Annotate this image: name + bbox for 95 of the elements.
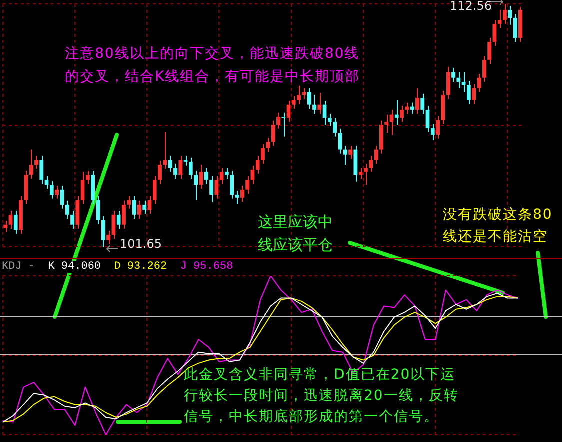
candlestick <box>184 155 188 166</box>
candlestick <box>452 67 456 83</box>
candlestick <box>152 176 157 204</box>
text: D 93.262 <box>114 261 180 273</box>
candlestick <box>80 171 85 204</box>
candlestick <box>55 186 59 200</box>
candlestick <box>261 144 265 164</box>
candlestick <box>86 170 90 185</box>
candlestick <box>282 112 286 138</box>
candlestick <box>286 100 291 123</box>
candlestick <box>456 72 461 89</box>
candlestick <box>210 176 214 203</box>
candlestick <box>178 155 183 180</box>
candlestick <box>163 132 168 170</box>
candlestick <box>142 200 147 214</box>
candlestick <box>214 176 219 200</box>
candlestick <box>204 168 208 185</box>
candlestick <box>416 88 420 115</box>
candlestick <box>348 146 352 160</box>
candlestick <box>400 106 404 123</box>
candlestick <box>14 210 18 235</box>
candlestick <box>333 117 338 138</box>
candlestick <box>34 155 38 170</box>
candlestick <box>467 80 471 105</box>
candlestick <box>235 190 240 204</box>
annotation: 此金叉含义非同寻常，D值已在20以下运行较长一段时间，迅速脱离20一线，反转信号，中长期底部形成的第一个信号。 <box>184 366 460 427</box>
candlestick <box>60 186 64 210</box>
candlestick <box>358 168 363 180</box>
candlestick <box>112 210 116 240</box>
candlestick <box>194 170 198 201</box>
candlestick <box>436 116 440 140</box>
candlestick <box>148 195 152 214</box>
candlestick <box>240 186 244 203</box>
candlestick <box>307 88 312 110</box>
chart-title: KDJ - <box>2 261 48 273</box>
candlestick <box>256 155 260 174</box>
candlestick <box>420 93 425 115</box>
candlestick <box>250 165 255 185</box>
candlestick <box>394 99 399 126</box>
candlestick <box>369 155 374 172</box>
candlestick <box>312 94 316 115</box>
candlestick <box>297 85 301 105</box>
candlestick <box>426 106 430 133</box>
candlestick <box>174 163 178 180</box>
annotation: 101.65 <box>120 237 163 251</box>
candlestick <box>65 200 70 220</box>
candlestick <box>318 92 322 115</box>
candlestick <box>106 230 110 245</box>
candlestick <box>168 155 172 172</box>
candlestick <box>472 83 476 105</box>
candlestick <box>220 168 224 185</box>
candlestick <box>322 100 327 126</box>
candlestick <box>271 120 276 147</box>
annotation: 这里应该中线应该平仓 <box>258 212 334 256</box>
candlestick <box>364 163 368 186</box>
candlestick <box>405 102 410 115</box>
text: K 94.060 <box>48 261 114 273</box>
candlestick <box>138 200 142 220</box>
annotation: 注意80线以上的向下交叉，能迅速跌破80线的交叉，结合K线组合，有可能是中长期顶部 <box>65 45 362 87</box>
candlestick <box>158 160 162 185</box>
candlestick <box>384 114 388 134</box>
candlestick <box>446 66 450 100</box>
candlestick <box>122 200 126 230</box>
candlestick <box>430 124 435 141</box>
candlestick <box>338 128 342 154</box>
text: J 95.658 <box>180 261 246 273</box>
candlestick <box>328 114 332 126</box>
candlestick <box>508 5 512 26</box>
candlestick <box>199 164 204 190</box>
candlestick <box>488 38 492 65</box>
candlestick <box>4 220 8 233</box>
annotation: 没有跌破这条80线还是不能沽空 <box>443 206 554 247</box>
candlestick <box>101 216 106 248</box>
candlestick <box>127 195 132 210</box>
candlestick <box>498 10 502 29</box>
candlestick <box>96 195 100 225</box>
candlestick <box>8 210 13 230</box>
candlestick <box>276 112 280 130</box>
candlestick <box>188 157 193 180</box>
candlestick <box>50 180 54 200</box>
candlestick <box>482 56 486 83</box>
candlestick <box>230 170 234 200</box>
candlestick <box>225 168 229 180</box>
candlestick <box>246 176 250 195</box>
candlestick <box>513 13 518 43</box>
candlestick <box>40 155 44 185</box>
candlestick <box>266 138 270 152</box>
candlestick <box>503 4 507 24</box>
candlestick <box>29 149 34 180</box>
candlestick <box>132 195 136 220</box>
candlestick <box>116 210 121 230</box>
annotation: 112.56 <box>450 0 493 13</box>
candlestick <box>292 96 296 110</box>
candlestick <box>343 146 348 166</box>
candlestick <box>70 210 74 230</box>
